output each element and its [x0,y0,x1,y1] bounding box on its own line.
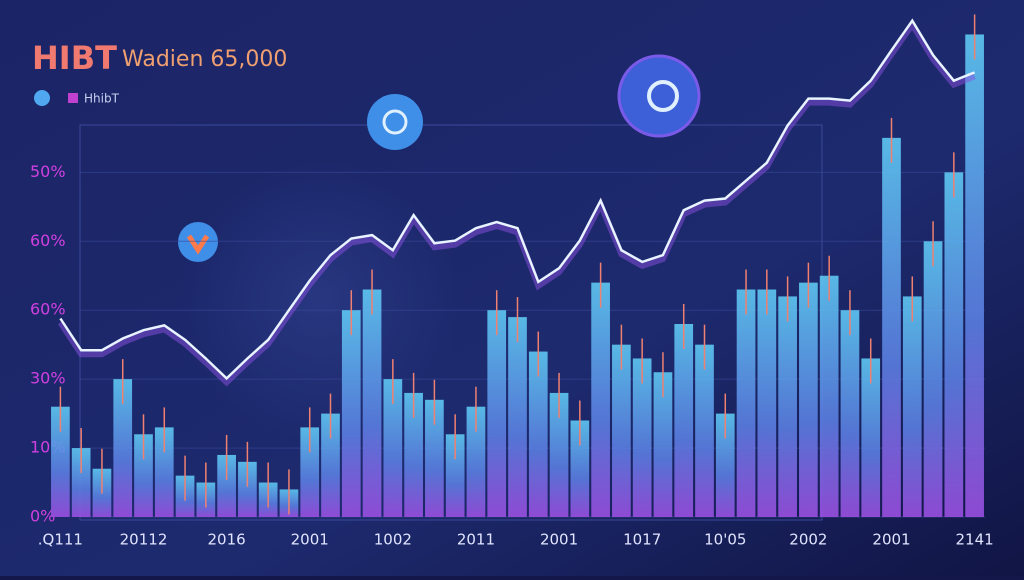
bar [134,434,153,517]
bar [528,351,548,517]
icon-glyph [647,80,679,112]
bar [653,372,673,517]
icon-glyph [186,234,210,255]
bar [383,379,403,517]
icon [367,94,423,150]
x-tick-label: 2016 [208,531,246,549]
y-tick-label: 50% [30,162,66,181]
bar [570,420,590,517]
icon-glyph [382,109,408,135]
bar [902,296,922,517]
bar [508,317,527,517]
bar [799,282,818,517]
bar [445,434,465,517]
bar [321,413,340,517]
x-tick-label: .Q111 [38,531,83,549]
bar [425,399,444,517]
bar [882,137,901,517]
x-tick-label: 2002 [789,531,827,549]
bar [695,344,714,517]
x-tick-label: 1017 [623,531,661,549]
chart-subtitle: Wadien 65,000 [122,47,287,72]
chart-title: HIBT [32,39,117,77]
bar [965,34,984,517]
x-tick-label: 1002 [374,531,412,549]
icon [178,222,218,262]
x-tick-label: 2141 [956,531,994,549]
x-tick-label: 2011 [457,531,495,549]
bar [487,310,507,517]
bar [757,289,777,517]
y-tick-label: 60% [30,300,66,319]
icon [617,54,701,138]
bar [238,461,257,517]
bar [217,454,236,517]
legend-dot [34,90,50,106]
bar [591,282,610,517]
x-tick-label: 10'05 [704,531,746,549]
legend-swatch [68,93,78,103]
line [59,18,976,381]
bar [612,344,631,517]
bar [715,413,735,517]
bar [632,358,652,517]
bar [778,296,797,517]
y-tick-label: 0% [30,507,55,526]
x-tick-label: 2001 [540,531,578,549]
bar [300,427,320,517]
x-tick-label: 2001 [872,531,910,549]
bar [861,358,881,517]
bar [840,310,860,517]
x-tick-label: 2001 [291,531,329,549]
bar [549,392,569,517]
bar [466,406,486,517]
y-tick-label: 30% [30,369,66,388]
y-tick-label: 60% [30,231,66,250]
bar [362,289,382,517]
globe-glow [180,160,460,440]
bar [819,275,839,517]
bar [736,289,756,517]
legend-label: HhibT [84,92,120,106]
bar [944,172,964,518]
bar [341,310,361,517]
bar [404,392,423,517]
x-tick-label: 20112 [120,531,168,549]
bar [71,448,91,517]
bar [674,323,694,517]
bar [113,379,133,517]
bar [51,406,70,517]
line-shadow [57,19,976,387]
bar [923,241,943,517]
bar [154,427,174,517]
